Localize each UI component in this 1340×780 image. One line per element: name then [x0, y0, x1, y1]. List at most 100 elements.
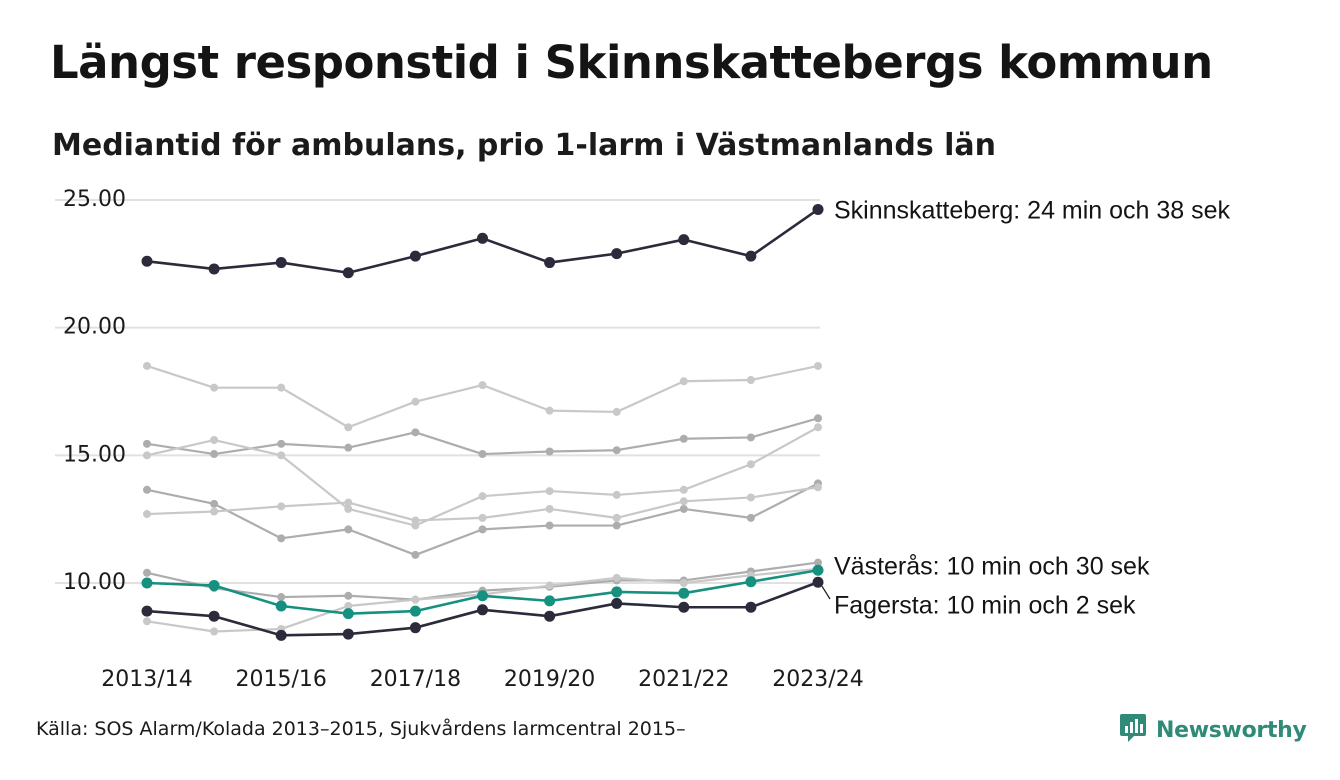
data-point — [477, 604, 488, 616]
x-tick-label: 2021/22 — [638, 667, 729, 692]
label-leader-line — [821, 585, 831, 600]
data-point — [208, 263, 220, 275]
data-point — [545, 447, 554, 456]
data-point — [478, 450, 487, 459]
series-end-label: Skinnskatteberg: 24 min och 38 sek — [834, 197, 1231, 225]
data-point — [545, 504, 554, 513]
data-point — [611, 586, 623, 598]
data-point — [814, 558, 822, 567]
series-background — [143, 423, 822, 530]
data-point — [478, 525, 487, 534]
data-point — [612, 490, 621, 499]
data-point — [678, 601, 690, 613]
data-point — [342, 267, 354, 279]
data-point — [814, 361, 822, 370]
data-point — [210, 383, 219, 392]
data-point — [545, 406, 554, 415]
data-point — [746, 493, 755, 502]
series-v-ster-s — [141, 564, 824, 620]
y-tick-label: 25.00 — [63, 187, 126, 212]
data-point — [679, 485, 688, 494]
data-point — [344, 591, 353, 600]
data-point — [679, 377, 688, 386]
x-tick-label: 2015/16 — [235, 667, 326, 692]
data-point — [344, 601, 353, 610]
x-tick-label: 2013/14 — [101, 667, 192, 692]
data-point — [478, 381, 487, 390]
x-tick-label: 2017/18 — [370, 667, 461, 692]
data-point — [277, 534, 286, 543]
data-point — [275, 257, 287, 269]
series-end-labels: Skinnskatteberg: 24 min och 38 sek Fagers… — [821, 197, 1231, 620]
data-point — [545, 581, 554, 590]
data-point — [208, 610, 220, 622]
series-background — [143, 483, 822, 525]
data-point — [143, 361, 151, 370]
series-end-label: Västerås: 10 min och 30 sek — [834, 553, 1150, 581]
data-point — [344, 423, 353, 432]
data-point — [210, 627, 219, 636]
data-point — [143, 510, 151, 519]
data-point — [814, 483, 822, 492]
data-point — [678, 587, 690, 599]
y-tick-label: 10.00 — [63, 570, 126, 595]
data-point — [344, 504, 353, 513]
brand-logo: Newsworthy — [1118, 712, 1307, 748]
x-tick-label: 2023/24 — [772, 667, 863, 692]
grid-lines — [55, 199, 820, 584]
data-point — [477, 590, 488, 602]
data-point — [477, 232, 488, 244]
data-point — [678, 234, 690, 246]
series-fagersta — [141, 576, 824, 641]
series-line — [145, 364, 820, 429]
y-tick-label: 15.00 — [63, 442, 126, 467]
data-point — [210, 450, 219, 459]
data-point — [612, 407, 621, 416]
source-note: Källa: SOS Alarm/Kolada 2013–2015, Sjukv… — [36, 718, 686, 740]
data-point — [277, 593, 286, 602]
data-point — [745, 250, 757, 262]
data-point — [544, 257, 556, 269]
x-tick-label: 2019/20 — [504, 667, 595, 692]
data-point — [679, 434, 688, 443]
data-point — [679, 579, 688, 587]
data-point — [746, 460, 755, 469]
data-point — [344, 443, 353, 452]
data-point — [143, 485, 151, 494]
data-point — [277, 451, 286, 460]
data-point — [141, 255, 153, 267]
data-point — [611, 597, 623, 609]
data-point — [210, 507, 219, 516]
data-point — [545, 521, 554, 530]
data-point — [746, 433, 755, 442]
series-background — [143, 479, 822, 559]
series-background — [143, 414, 822, 459]
data-point — [478, 492, 487, 501]
data-point — [478, 513, 487, 522]
data-point — [275, 600, 287, 612]
data-point — [679, 497, 688, 506]
data-point — [342, 628, 354, 640]
data-point — [814, 423, 822, 432]
data-point — [612, 446, 621, 455]
data-point — [544, 595, 556, 607]
data-point — [812, 564, 824, 576]
series-skinnskatteberg — [141, 203, 824, 279]
series-end-label: Fagersta: 10 min och 2 sek — [834, 592, 1136, 620]
data-point — [411, 516, 420, 525]
newsworthy-logo-icon — [1118, 712, 1148, 748]
data-point — [812, 203, 824, 215]
data-point — [141, 577, 153, 589]
y-tick-label: 20.00 — [63, 315, 126, 340]
data-point — [210, 499, 219, 508]
x-axis-tick-labels: 2013/14 2015/16 2017/18 2019/20 2021/22 2023/… — [101, 667, 863, 692]
data-point — [679, 504, 688, 513]
data-point — [409, 605, 421, 617]
data-point — [612, 521, 621, 530]
data-point — [411, 397, 420, 406]
data-point — [143, 439, 151, 448]
data-point — [745, 601, 757, 613]
series-background — [143, 361, 822, 432]
data-point — [143, 568, 151, 577]
